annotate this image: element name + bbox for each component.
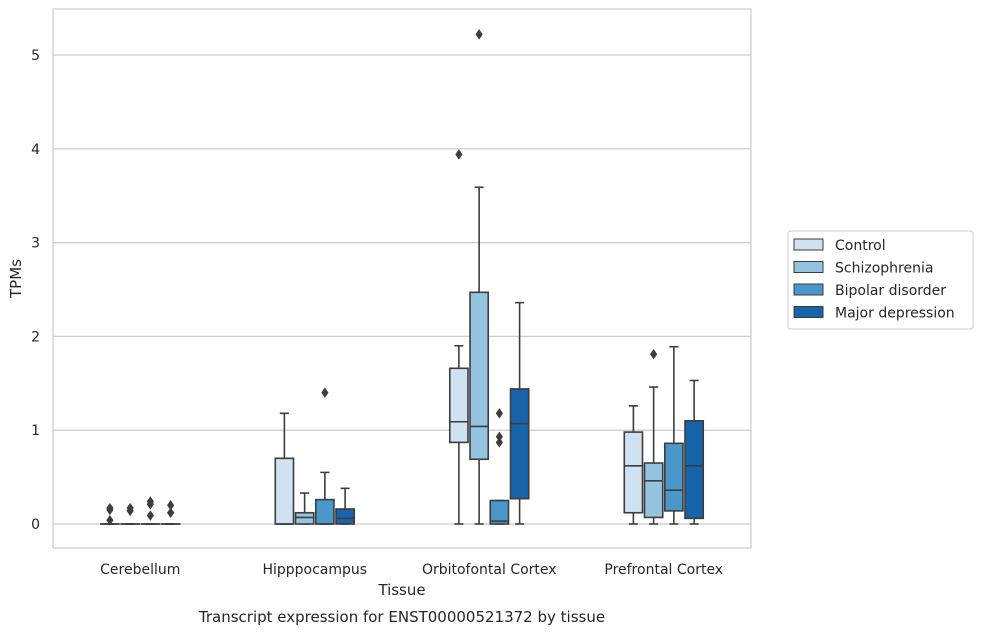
legend-label: Schizophrenia	[835, 261, 933, 277]
box-body	[274, 457, 295, 525]
y-tick-label: 1	[31, 423, 40, 439]
legend-items: Control Schizophrenia Bipolar disorder Majo…	[793, 238, 955, 322]
box-cerebellum-bipolar-disorder	[140, 496, 161, 525]
box-prefrontal-cortex-major-depression	[684, 379, 705, 525]
outlier-point	[167, 500, 175, 511]
y-tick-label: 3	[31, 236, 40, 252]
box-prefrontal-cortex-bipolar-disorder	[663, 345, 684, 525]
box-orbitofontal-cortex-bipolar-disorder	[489, 408, 510, 525]
legend-frame	[787, 230, 974, 330]
y-tick-labels: 0 1 2 3 4 5	[31, 48, 40, 533]
y-axis-label: TPMs	[7, 259, 25, 299]
box-body	[509, 388, 530, 500]
box-hipppocampus-schizophrenia	[294, 492, 315, 525]
grid-lines	[53, 54, 751, 525]
outlier-point	[495, 408, 503, 419]
box-body	[623, 431, 644, 514]
box-orbitofontal-cortex-major-depression	[509, 301, 530, 525]
chart-caption: Transcript expression for ENST0000052137…	[198, 608, 605, 626]
box-body	[314, 498, 335, 525]
box-hipppocampus-major-depression	[335, 487, 356, 525]
x-tick-label: Prefrontal Cortex	[604, 562, 723, 578]
y-tick-label: 5	[31, 48, 40, 64]
x-axis-label: Tissue	[377, 581, 425, 599]
outlier-point	[475, 29, 483, 40]
box-prefrontal-cortex-control	[623, 405, 644, 525]
y-tick-label: 4	[31, 142, 40, 158]
legend-swatch	[793, 238, 824, 251]
box-orbitofontal-cortex-schizophrenia	[469, 29, 490, 525]
box-cerebellum-schizophrenia	[120, 502, 141, 525]
box-hipppocampus-control	[274, 412, 295, 525]
outlier-point	[106, 502, 114, 514]
legend-swatch	[793, 306, 824, 318]
box-body	[294, 511, 315, 525]
boxes-layer	[99, 29, 705, 526]
outlier-point	[126, 502, 134, 514]
legend-item-bipolar-disorder: Bipolar disorder	[793, 283, 946, 299]
x-tick-label: Cerebellum	[100, 562, 180, 578]
box-body	[489, 499, 510, 525]
outlier-point	[106, 515, 114, 526]
box-body	[663, 442, 684, 512]
box-orbitofontal-cortex-control	[448, 149, 469, 525]
legend-item-major-depression: Major depression	[793, 306, 955, 322]
legend-label: Bipolar disorder	[835, 283, 946, 299]
outlier-point	[495, 437, 503, 448]
plot-frame	[52, 8, 752, 549]
legend-swatch	[793, 283, 824, 296]
box-body	[643, 462, 664, 519]
box-prefrontal-cortex-schizophrenia	[643, 349, 664, 525]
box-body	[448, 367, 469, 444]
outlier-point	[146, 496, 154, 507]
y-tick-label: 0	[31, 517, 40, 533]
box-body	[469, 291, 490, 461]
box-body	[335, 508, 356, 525]
y-tick-label: 2	[31, 329, 40, 345]
legend-label: Major depression	[835, 306, 955, 322]
legend: Control Schizophrenia Bipolar disorder Majo…	[787, 230, 974, 330]
legend-label: Control	[835, 238, 886, 254]
outlier-point	[321, 387, 329, 398]
outlier-point	[495, 431, 503, 442]
outlier-point	[167, 507, 175, 518]
box-cerebellum-major-depression	[160, 500, 181, 525]
x-tick-label: Hipppocampus	[262, 562, 367, 578]
x-tick-labels: Cerebellum Hipppocampus Orbitofontal Corte…	[100, 562, 723, 578]
box-body	[684, 420, 705, 520]
outlier-point	[146, 510, 154, 521]
box-cerebellum-control	[99, 502, 120, 526]
legend-item-schizophrenia: Schizophrenia	[793, 261, 933, 277]
legend-item-control: Control	[793, 238, 886, 254]
box-hipppocampus-bipolar-disorder	[314, 387, 335, 525]
outlier-point	[455, 149, 463, 160]
legend-swatch	[793, 261, 824, 273]
x-tick-label: Orbitofontal Cortex	[422, 562, 557, 578]
outlier-point	[650, 349, 658, 360]
